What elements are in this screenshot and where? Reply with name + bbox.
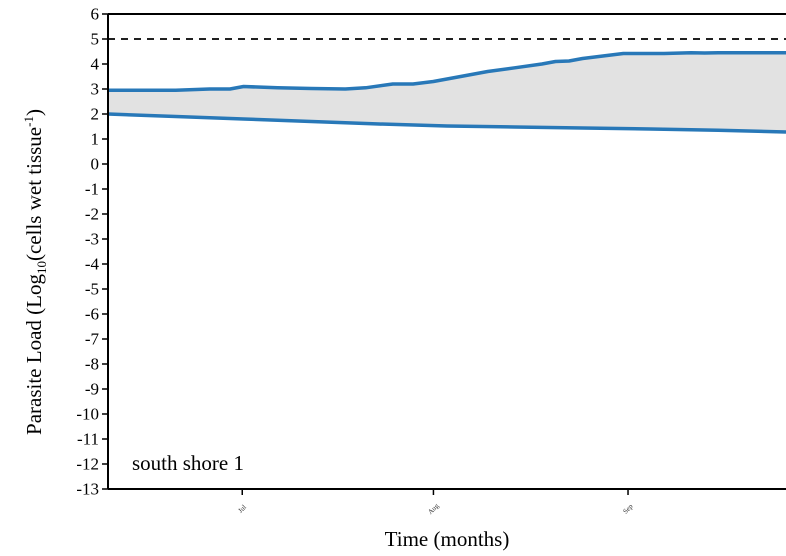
y-tick-label: 5 bbox=[91, 30, 100, 49]
y-tick-label: -12 bbox=[76, 455, 99, 474]
y-tick-label: 1 bbox=[91, 130, 100, 149]
y-tick-label: 2 bbox=[91, 105, 100, 124]
y-tick-label: -4 bbox=[85, 255, 100, 274]
x-tick-label: Sep bbox=[621, 502, 634, 515]
y-tick-label: 4 bbox=[91, 55, 100, 74]
y-axis-title-suffix: ) bbox=[22, 109, 46, 116]
panel-label: south shore 1 bbox=[132, 451, 244, 475]
y-tick-label: 6 bbox=[91, 5, 100, 24]
plot-area bbox=[107, 13, 786, 490]
y-tick-label: 3 bbox=[91, 80, 100, 99]
y-axis-title-subscript: 10 bbox=[34, 261, 49, 274]
y-axis-ticks: 6 5 4 3 2 1 0 -1 -2 -3 -4 -5 -6 -7 -8 -9 -10 -11 -12 -13 bbox=[76, 5, 108, 499]
y-tick-label: -5 bbox=[85, 280, 99, 299]
x-axis-ticks: Jul Aug Sep bbox=[237, 489, 635, 516]
y-axis-title-superscript: -1 bbox=[21, 116, 36, 127]
y-tick-label: -11 bbox=[77, 430, 99, 449]
x-tick-label: Jul bbox=[237, 503, 248, 514]
y-tick-label: -13 bbox=[76, 480, 99, 499]
x-tick-label: Aug bbox=[426, 502, 441, 517]
uncertainty-band bbox=[108, 52, 786, 133]
y-axis-title-prefix: Parasite Load (Log bbox=[22, 274, 46, 435]
y-tick-label: 0 bbox=[91, 155, 100, 174]
y-tick-label: -7 bbox=[85, 330, 100, 349]
y-tick-label: -2 bbox=[85, 205, 99, 224]
y-tick-label: -3 bbox=[85, 230, 99, 249]
upper-bound-line bbox=[108, 50, 786, 93]
x-axis-title: Time (months) bbox=[385, 527, 510, 551]
y-tick-label: -6 bbox=[85, 305, 99, 324]
y-tick-label: -10 bbox=[76, 405, 99, 424]
y-tick-label: -9 bbox=[85, 380, 99, 399]
y-axis-title-middle: (cells wet tissue bbox=[22, 127, 46, 261]
y-tick-label: -1 bbox=[85, 180, 99, 199]
y-axis-title: Parasite Load (Log10(cells wet tissue-1) bbox=[21, 109, 49, 435]
lower-bound-line bbox=[107, 112, 786, 134]
y-tick-label: -8 bbox=[85, 355, 99, 374]
